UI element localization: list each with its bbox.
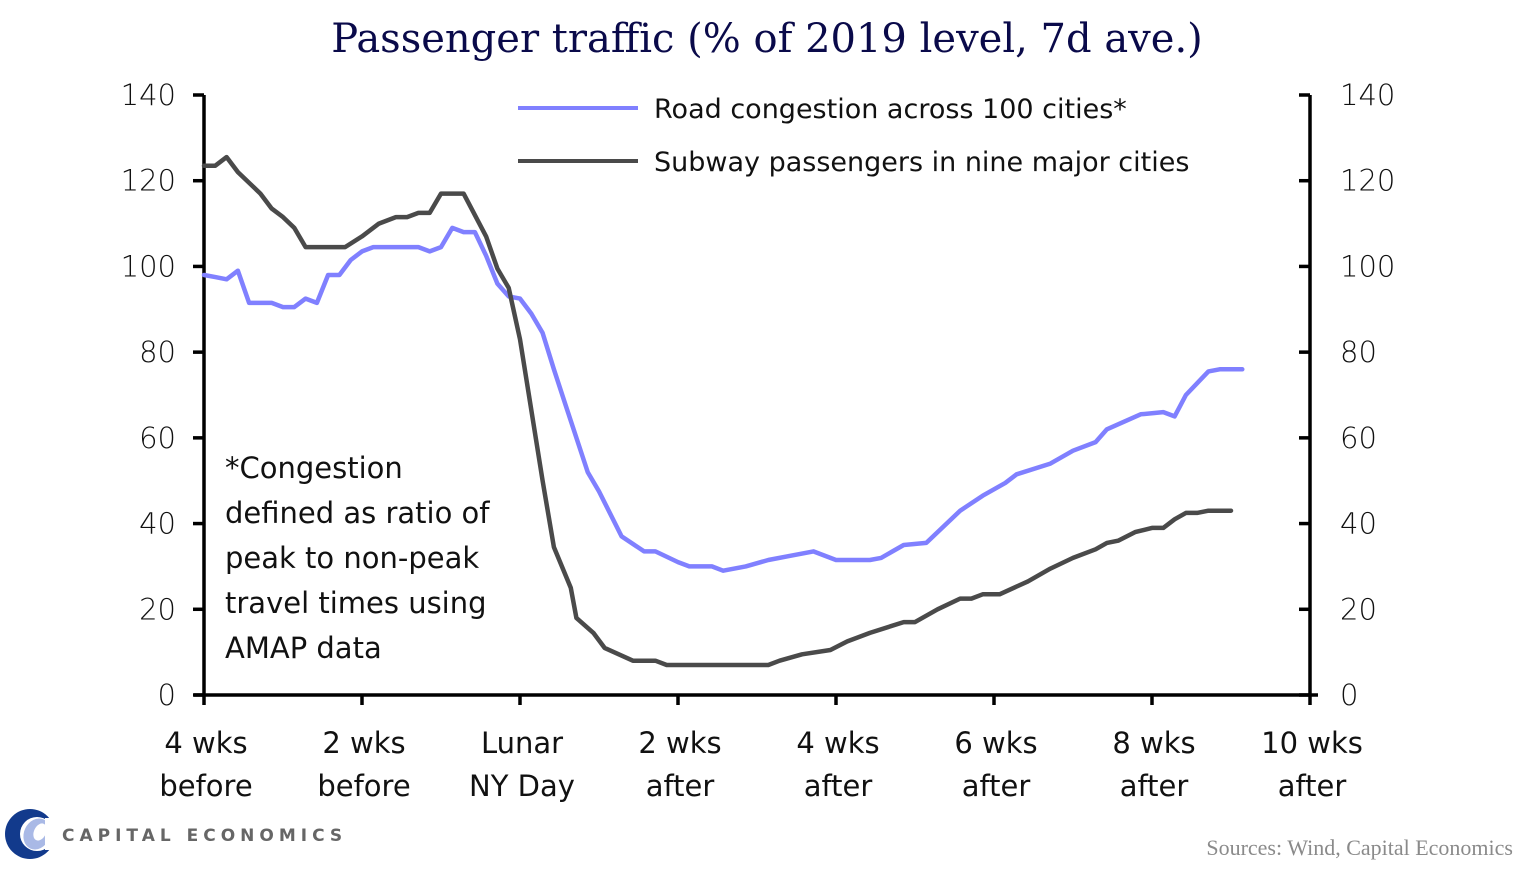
y-tick-label-right: 0 — [1340, 678, 1358, 712]
x-tick-label: after — [804, 769, 873, 803]
footnote-line: travel times using — [225, 586, 487, 620]
y-tick-label-left: 80 — [139, 335, 176, 369]
footnote-line: *Congestion — [225, 451, 403, 485]
axes — [194, 95, 1318, 697]
x-tick-label: 10 wks — [1261, 726, 1363, 760]
x-tick-label: 6 wks — [954, 726, 1037, 760]
y-tick-label-left: 40 — [139, 507, 176, 541]
y-tick-label-right: 40 — [1340, 507, 1377, 541]
y-tick-label-right: 60 — [1340, 421, 1377, 455]
y-axis-left: 0 20 40 60 80 100 120 140 — [121, 78, 204, 712]
series-lines — [201, 154, 1245, 668]
brand-name: CAPITAL ECONOMICS — [62, 826, 347, 846]
source-note: Sources: Wind, Capital Economics — [1206, 835, 1513, 860]
x-tick-label: after — [1278, 769, 1347, 803]
legend-label-road: Road congestion across 100 cities* — [654, 94, 1127, 125]
y-tick-label-right: 80 — [1340, 335, 1377, 369]
x-tick-label: after — [1120, 769, 1189, 803]
legend-label-subway: Subway passengers in nine major cities — [654, 147, 1189, 178]
y-tick-label-right: 120 — [1340, 164, 1395, 198]
y-tick-label-right: 140 — [1340, 78, 1395, 112]
x-axis: 4 wks before 2 wks before Lunar NY Day 2 wks af… — [159, 695, 1363, 803]
x-tick-label: 2 wks — [638, 726, 721, 760]
x-tick-label: before — [317, 769, 410, 803]
y-tick-label-left: 120 — [121, 164, 176, 198]
footnote-line: defined as ratio of — [225, 496, 490, 530]
x-tick-label: Lunar — [481, 726, 563, 760]
y-axis-right: 0 20 40 60 80 100 120 140 — [1299, 78, 1395, 712]
x-tick-label: before — [159, 769, 252, 803]
x-tick-label: NY Day — [469, 769, 575, 803]
x-tick-label: 4 wks — [796, 726, 879, 760]
capital-economics-logo-icon — [5, 809, 65, 859]
y-tick-label-left: 0 — [158, 678, 176, 712]
y-tick-label-left: 100 — [121, 249, 176, 283]
chart-title: Passenger traffic (% of 2019 level, 7d a… — [331, 16, 1203, 62]
x-tick-label: 4 wks — [164, 726, 247, 760]
series-line-road-congestion — [201, 225, 1245, 573]
y-tick-label-right: 100 — [1340, 249, 1395, 283]
legend: Road congestion across 100 cities* Subwa… — [518, 94, 1189, 178]
y-tick-label-left: 20 — [139, 592, 176, 626]
x-tick-label: after — [962, 769, 1031, 803]
x-tick-label: 8 wks — [1112, 726, 1195, 760]
y-tick-label-left: 140 — [121, 78, 176, 112]
footnote-annotation: *Congestion defined as ratio of peak to no… — [225, 451, 490, 665]
x-tick-label: 2 wks — [322, 726, 405, 760]
y-tick-label-right: 20 — [1340, 592, 1377, 626]
footnote-line: AMAP data — [225, 631, 382, 665]
y-tick-label-left: 60 — [139, 421, 176, 455]
x-tick-label: after — [646, 769, 715, 803]
footnote-line: peak to non-peak — [225, 541, 479, 575]
